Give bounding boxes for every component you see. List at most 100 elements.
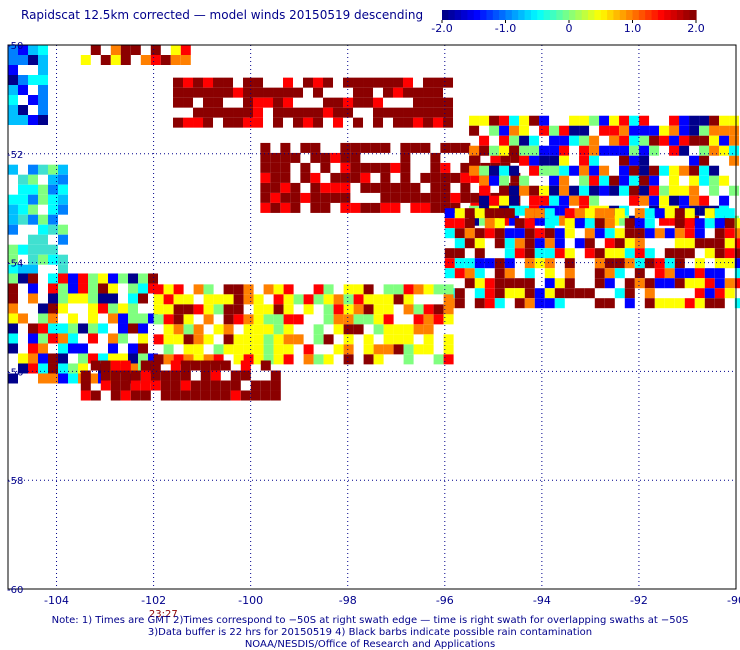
- x-tick-label: -104: [44, 594, 69, 607]
- wind-cell: [243, 87, 254, 98]
- wind-cell: [243, 354, 254, 365]
- wind-cell: [270, 182, 281, 193]
- wind-cell: [614, 268, 625, 279]
- wind-cell: [390, 192, 401, 203]
- wind-cell: [390, 182, 401, 193]
- wind-cell: [48, 214, 58, 225]
- y-tick-label: -56: [7, 367, 23, 378]
- wind-cell: [469, 145, 480, 156]
- wind-cell: [440, 162, 451, 173]
- wind-cell: [313, 107, 324, 118]
- wind-cell: [303, 77, 314, 88]
- wind-cell: [118, 273, 128, 284]
- wind-cell: [373, 77, 384, 88]
- wind-cell: [489, 175, 500, 186]
- wind-cell: [649, 145, 660, 156]
- wind-cell: [634, 218, 645, 229]
- wind-cell: [649, 185, 660, 196]
- wind-cell: [470, 172, 481, 183]
- wind-cell: [383, 294, 394, 305]
- wind-cell: [260, 142, 271, 153]
- wind-cell: [350, 142, 361, 153]
- wind-cell: [48, 283, 58, 294]
- wind-cell: [579, 175, 590, 186]
- wind-cell: [433, 77, 444, 88]
- wind-cell: [644, 258, 655, 269]
- wind-cell: [243, 284, 254, 295]
- wind-cell: [474, 208, 485, 219]
- wind-cell: [664, 268, 675, 279]
- wind-cell: [343, 294, 354, 305]
- wind-cell: [110, 370, 121, 381]
- wind-cell: [58, 254, 68, 265]
- wind-cell: [504, 238, 515, 249]
- wind-cell: [38, 85, 48, 95]
- wind-cell: [554, 238, 565, 249]
- wind-cell: [333, 294, 344, 305]
- wind-cell: [203, 97, 214, 108]
- wind-cell: [549, 195, 560, 206]
- wind-cell: [360, 172, 371, 183]
- wind-cell: [38, 105, 48, 115]
- wind-cell: [569, 165, 580, 176]
- wind-cell: [118, 353, 128, 364]
- wind-cell: [28, 194, 38, 205]
- wind-cell: [170, 360, 181, 371]
- wind-cell: [150, 360, 161, 371]
- wind-cell: [313, 87, 324, 98]
- wind-cell: [403, 117, 414, 128]
- wind-cell: [499, 195, 510, 206]
- colorbar-segment: [524, 10, 532, 20]
- wind-cell: [28, 343, 38, 354]
- wind-cell: [519, 115, 530, 126]
- wind-cell: [220, 360, 231, 371]
- wind-cell: [280, 182, 291, 193]
- wind-cell: [714, 288, 725, 299]
- wind-cell: [140, 390, 151, 401]
- wind-cell: [173, 354, 184, 365]
- wind-cell: [524, 248, 535, 259]
- wind-cell: [108, 313, 118, 324]
- wind-cell: [38, 45, 48, 55]
- wind-cell: [148, 273, 158, 284]
- wind-cell: [729, 135, 740, 146]
- wind-cell: [128, 283, 138, 294]
- wind-cell: [410, 192, 421, 203]
- wind-cell: [88, 283, 98, 294]
- wind-cell: [584, 228, 595, 239]
- wind-cell: [363, 294, 374, 305]
- wind-cell: [559, 165, 570, 176]
- colorbar-segment: [632, 10, 640, 20]
- wind-cell: [310, 202, 321, 213]
- wind-cell: [594, 258, 605, 269]
- wind-cell: [120, 45, 131, 55]
- wind-cell: [559, 215, 570, 226]
- wind-cell: [163, 354, 174, 365]
- wind-cell: [80, 55, 91, 65]
- wind-cell: [150, 380, 161, 391]
- wind-cell: [243, 314, 254, 325]
- wind-cell: [38, 95, 48, 105]
- wind-cell: [669, 135, 680, 146]
- wind-cell: [589, 145, 600, 156]
- wind-cell: [484, 228, 495, 239]
- wind-cell: [8, 343, 18, 354]
- wind-cell: [173, 77, 184, 88]
- wind-cell: [709, 175, 720, 186]
- colorbar-segment: [613, 10, 621, 20]
- wind-cell: [669, 145, 680, 156]
- wind-cell: [514, 278, 525, 289]
- wind-cell: [624, 288, 635, 299]
- wind-cell: [243, 294, 254, 305]
- wind-cell: [68, 313, 78, 324]
- wind-cell: [138, 353, 148, 364]
- wind-cell: [574, 238, 585, 249]
- wind-cell: [58, 283, 68, 294]
- wind-cell: [118, 323, 128, 334]
- wind-cell: [283, 344, 294, 355]
- wind-cell: [233, 314, 244, 325]
- wind-cell: [8, 254, 18, 265]
- wind-cell: [90, 45, 101, 55]
- colorbar-segment: [575, 10, 583, 20]
